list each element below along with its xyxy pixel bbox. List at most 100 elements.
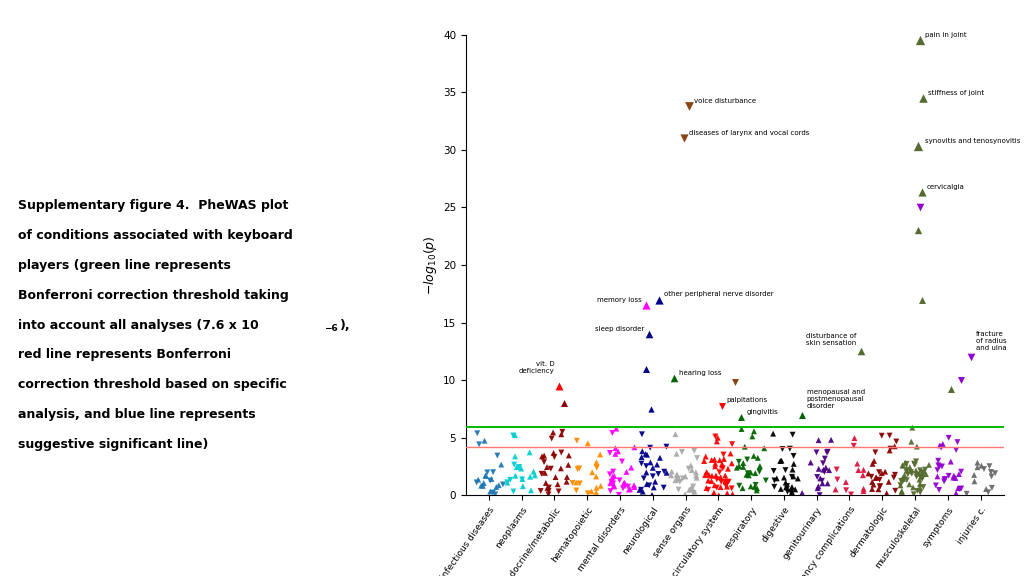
- Point: [709, 475, 725, 484]
- Point: [626, 480, 642, 490]
- Point: [873, 468, 890, 478]
- Point: [588, 458, 604, 467]
- Point: [894, 461, 910, 470]
- Point: [584, 468, 600, 477]
- Point: [784, 430, 801, 439]
- Point: [778, 483, 795, 492]
- Point: [513, 464, 529, 473]
- Point: [984, 483, 1000, 492]
- Point: [602, 469, 618, 479]
- Point: [564, 478, 581, 487]
- Point: [953, 467, 970, 476]
- Point: [733, 425, 750, 434]
- Point: [689, 453, 706, 463]
- Point: [487, 490, 504, 499]
- Point: [473, 481, 489, 490]
- Point: [951, 484, 968, 494]
- Point: [514, 475, 530, 484]
- Point: [903, 468, 920, 477]
- Point: [940, 433, 956, 442]
- Point: [713, 483, 729, 492]
- Point: [913, 188, 930, 197]
- Point: [713, 472, 729, 482]
- Point: [779, 487, 796, 497]
- Y-axis label: $-log_{10}(p)$: $-log_{10}(p)$: [422, 235, 438, 295]
- Point: [681, 485, 697, 494]
- Point: [684, 465, 700, 475]
- Point: [719, 488, 735, 498]
- Point: [668, 476, 684, 485]
- Point: [914, 473, 931, 482]
- Point: [633, 459, 649, 468]
- Point: [521, 448, 538, 457]
- Point: [706, 488, 722, 497]
- Point: [684, 483, 700, 492]
- Point: [700, 470, 717, 479]
- Point: [877, 467, 893, 476]
- Point: [838, 486, 854, 495]
- Point: [782, 487, 799, 497]
- Point: [846, 434, 862, 443]
- Point: [783, 487, 800, 497]
- Point: [913, 468, 930, 477]
- Point: [651, 453, 668, 463]
- Point: [908, 442, 925, 451]
- Point: [870, 484, 887, 494]
- Point: [714, 461, 730, 470]
- Point: [714, 460, 730, 469]
- Point: [525, 467, 542, 476]
- Point: [712, 456, 728, 465]
- Point: [898, 459, 914, 468]
- Point: [735, 458, 752, 468]
- Point: [541, 486, 557, 495]
- Point: [668, 430, 684, 439]
- Point: [948, 445, 965, 454]
- Point: [895, 461, 911, 471]
- Point: [664, 467, 680, 476]
- Point: [777, 478, 794, 487]
- Text: Bonferroni correction threshold taking: Bonferroni correction threshold taking: [17, 289, 289, 302]
- Point: [720, 464, 736, 473]
- Point: [821, 465, 838, 475]
- Point: [931, 486, 947, 495]
- Point: [784, 465, 801, 474]
- Point: [894, 487, 910, 497]
- Point: [645, 483, 662, 492]
- Point: [553, 448, 569, 457]
- Point: [739, 468, 756, 478]
- Point: [787, 485, 804, 494]
- Point: [541, 483, 557, 492]
- Point: [969, 463, 985, 472]
- Point: [855, 487, 871, 496]
- Point: [475, 481, 492, 490]
- Point: [509, 463, 525, 472]
- Point: [505, 431, 521, 440]
- Point: [553, 464, 569, 473]
- Point: [641, 481, 657, 490]
- Point: [864, 484, 881, 494]
- Point: [698, 468, 715, 477]
- Point: [953, 484, 970, 493]
- Point: [724, 439, 740, 449]
- Point: [864, 478, 881, 487]
- Point: [911, 203, 928, 212]
- Point: [893, 476, 909, 486]
- Point: [871, 475, 888, 484]
- Point: [900, 469, 916, 479]
- Point: [912, 488, 929, 497]
- Text: analysis, and blue line represents: analysis, and blue line represents: [17, 408, 255, 422]
- Point: [643, 404, 659, 414]
- Point: [738, 470, 755, 479]
- Point: [656, 467, 673, 476]
- Point: [945, 471, 962, 480]
- Point: [766, 467, 782, 476]
- Point: [568, 436, 585, 445]
- Point: [712, 468, 728, 477]
- Point: [868, 473, 885, 482]
- Point: [703, 471, 720, 480]
- Point: [906, 460, 923, 469]
- Point: [894, 474, 910, 483]
- Point: [810, 482, 826, 491]
- Point: [887, 486, 903, 495]
- Point: [604, 474, 621, 483]
